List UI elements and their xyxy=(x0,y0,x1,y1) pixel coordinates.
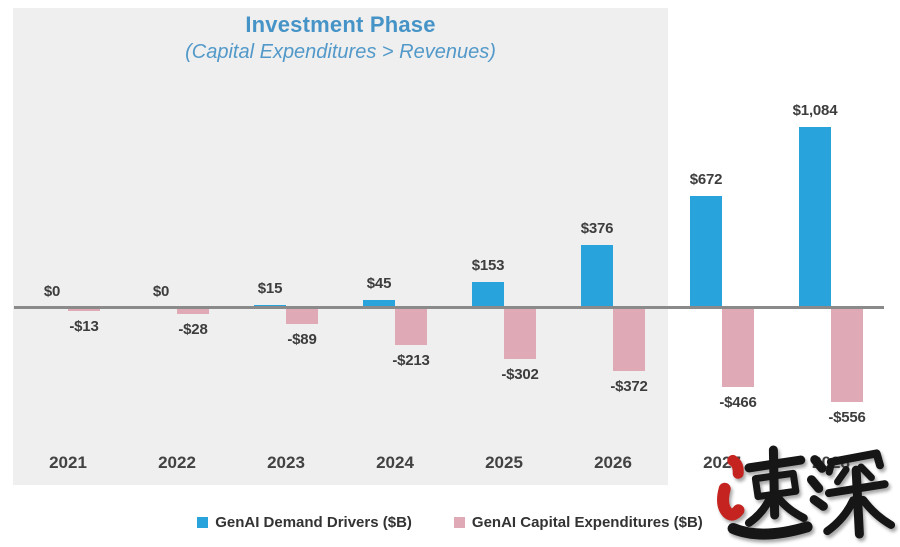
value-label-capex-2023: -$89 xyxy=(287,331,317,348)
watermark-calligraphy-icon xyxy=(717,445,896,540)
value-label-capex-2026: -$372 xyxy=(610,378,648,395)
bar-capex-2027 xyxy=(722,309,754,387)
bar-capex-2022 xyxy=(177,309,209,314)
year-label-2025: 2025 xyxy=(485,453,523,472)
value-label-capex-2027: -$466 xyxy=(719,394,757,411)
value-label-demand-2023: $15 xyxy=(257,280,283,297)
year-label-2026: 2026 xyxy=(594,453,632,472)
value-label-demand-2026: $376 xyxy=(580,220,614,237)
bar-capex-2023 xyxy=(286,309,318,324)
chart-title: Investment Phase xyxy=(245,12,436,37)
legend-item-demand: GenAI Demand Drivers ($B) xyxy=(197,514,412,531)
value-label-demand-2021: $0 xyxy=(43,283,61,300)
value-label-capex-2025: -$302 xyxy=(501,366,539,383)
bar-demand-2027 xyxy=(690,196,722,308)
bar-capex-2024 xyxy=(395,309,427,345)
legend-item-capex: GenAI Capital Expenditures ($B) xyxy=(453,514,703,531)
legend: GenAI Demand Drivers ($B) GenAI Capital E… xyxy=(0,514,900,531)
year-label-2021: 2021 xyxy=(49,453,87,472)
investment-phase-region xyxy=(13,8,668,485)
bar-demand-2028 xyxy=(799,127,831,308)
year-label-2022: 2022 xyxy=(158,453,196,472)
value-label-capex-2028: -$556 xyxy=(828,409,866,426)
year-label-2023: 2023 xyxy=(267,453,305,472)
value-label-demand-2025: $153 xyxy=(471,257,505,274)
value-label-demand-2024: $45 xyxy=(366,275,392,292)
bar-capex-2028 xyxy=(831,309,863,402)
legend-label: GenAI Capital Expenditures ($B) xyxy=(471,514,703,531)
bar-capex-2026 xyxy=(613,309,645,371)
legend-label: GenAI Demand Drivers ($B) xyxy=(215,514,412,531)
bar-demand-2026 xyxy=(581,245,613,308)
value-label-capex-2024: -$213 xyxy=(392,352,430,369)
bar-capex-2025 xyxy=(504,309,536,359)
bar-demand-2025 xyxy=(472,282,504,308)
value-label-capex-2022: -$28 xyxy=(178,321,208,338)
chart-subtitle: (Capital Expenditures > Revenues) xyxy=(185,41,496,63)
value-label-capex-2021: -$13 xyxy=(69,318,99,335)
value-label-demand-2022: $0 xyxy=(152,283,170,300)
bar-capex-2021 xyxy=(68,309,100,311)
value-label-demand-2027: $672 xyxy=(689,171,723,188)
legend-swatch-icon xyxy=(453,517,465,528)
value-label-demand-2028: $1,084 xyxy=(792,102,838,119)
x-axis-line xyxy=(14,306,884,309)
watermark: 速深 xyxy=(712,444,896,547)
year-label-2024: 2024 xyxy=(376,453,414,472)
legend-swatch-icon xyxy=(197,517,209,528)
bar-demand-2024 xyxy=(363,300,395,308)
